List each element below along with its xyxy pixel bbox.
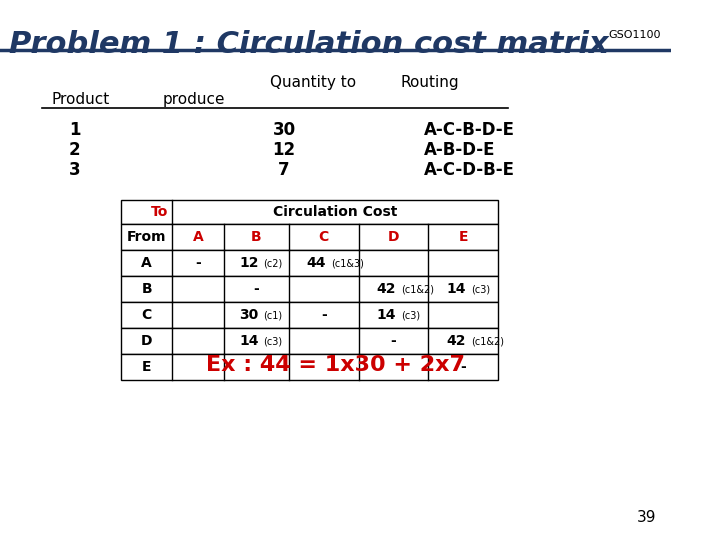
- Text: 30: 30: [239, 308, 258, 322]
- Text: -: -: [391, 334, 397, 348]
- Text: 44: 44: [307, 256, 326, 270]
- Text: 14: 14: [239, 334, 258, 348]
- FancyBboxPatch shape: [121, 250, 498, 276]
- Text: (c3): (c3): [264, 337, 283, 347]
- Text: (c3): (c3): [401, 311, 420, 321]
- Text: 42: 42: [446, 334, 466, 348]
- FancyBboxPatch shape: [121, 354, 498, 380]
- Text: B: B: [141, 282, 152, 296]
- Text: To: To: [151, 205, 168, 219]
- Text: produce: produce: [163, 92, 225, 107]
- Text: A-B-D-E: A-B-D-E: [424, 141, 495, 159]
- Text: D: D: [141, 334, 153, 348]
- Text: 42: 42: [377, 282, 396, 296]
- FancyBboxPatch shape: [121, 302, 498, 328]
- Text: A-C-B-D-E: A-C-B-D-E: [424, 121, 515, 139]
- Text: Circulation Cost: Circulation Cost: [273, 205, 397, 219]
- FancyBboxPatch shape: [121, 328, 498, 354]
- Text: 7: 7: [278, 161, 290, 179]
- Text: Routing: Routing: [400, 75, 459, 90]
- Text: GSO1100: GSO1100: [609, 30, 661, 40]
- Text: -: -: [461, 360, 467, 374]
- FancyBboxPatch shape: [121, 224, 498, 250]
- Text: Problem 1 : Circulation cost matrix: Problem 1 : Circulation cost matrix: [9, 30, 609, 59]
- Text: E: E: [142, 360, 151, 374]
- Text: (c2): (c2): [264, 259, 283, 269]
- Text: From: From: [127, 230, 166, 244]
- Text: C: C: [142, 308, 152, 322]
- Text: C: C: [318, 230, 329, 244]
- Text: (c1): (c1): [264, 311, 283, 321]
- Text: (c1&2): (c1&2): [471, 337, 504, 347]
- Text: (c3): (c3): [471, 285, 490, 295]
- Text: 14: 14: [446, 282, 466, 296]
- Text: (c1&3): (c1&3): [331, 259, 364, 269]
- Text: B: B: [251, 230, 261, 244]
- Text: 12: 12: [273, 141, 296, 159]
- Text: D: D: [388, 230, 400, 244]
- FancyBboxPatch shape: [121, 276, 498, 302]
- FancyBboxPatch shape: [121, 200, 498, 224]
- Text: A: A: [141, 256, 152, 270]
- Text: 2: 2: [68, 141, 81, 159]
- Text: 1: 1: [69, 121, 80, 139]
- Text: Ex : 44 = 1x30 + 2x7: Ex : 44 = 1x30 + 2x7: [206, 355, 465, 375]
- Text: E: E: [459, 230, 468, 244]
- Text: -: -: [253, 282, 259, 296]
- Text: (c1&2): (c1&2): [401, 285, 434, 295]
- Text: -: -: [321, 308, 327, 322]
- Text: 3: 3: [68, 161, 81, 179]
- Text: 12: 12: [239, 256, 258, 270]
- Text: 14: 14: [377, 308, 396, 322]
- Text: 39: 39: [637, 510, 657, 525]
- Text: Product: Product: [51, 92, 109, 107]
- Text: -: -: [195, 256, 201, 270]
- Text: A: A: [192, 230, 203, 244]
- Text: A-C-D-B-E: A-C-D-B-E: [424, 161, 515, 179]
- Text: 30: 30: [273, 121, 296, 139]
- Text: Quantity to: Quantity to: [270, 75, 356, 90]
